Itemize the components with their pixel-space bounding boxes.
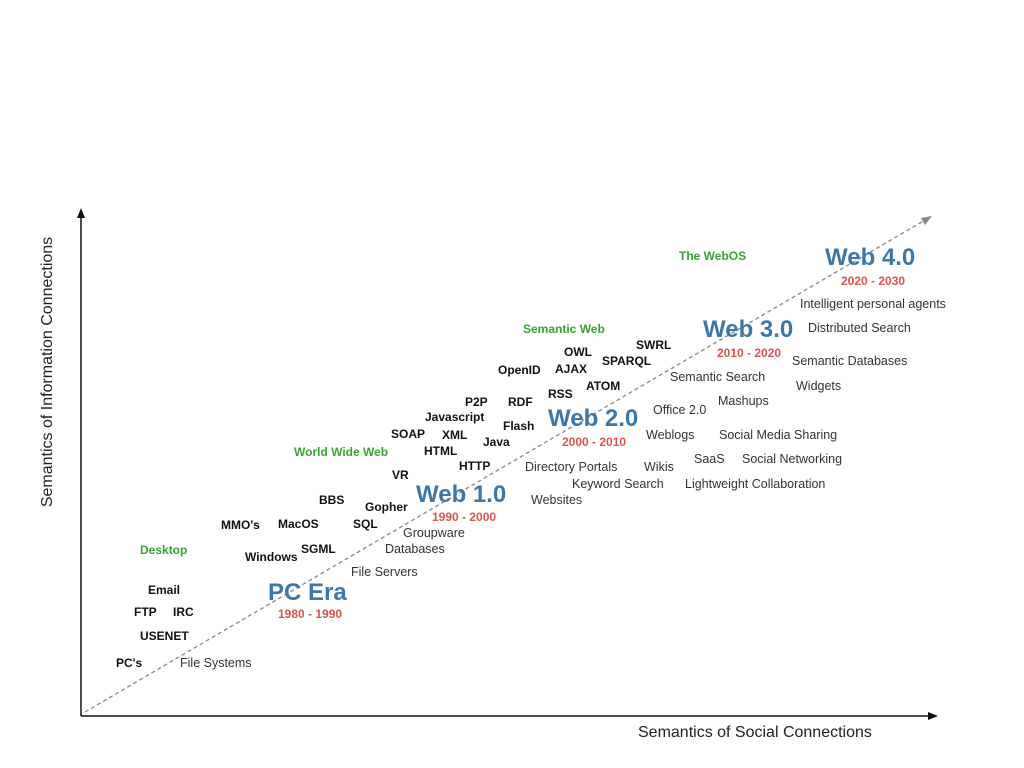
tech-owl: OWL: [564, 345, 592, 359]
tech-gopher: Gopher: [365, 500, 408, 514]
app-directory-portals: Directory Portals: [525, 460, 618, 474]
era-title-web2: Web 2.0: [548, 405, 639, 432]
tech-pcs: PC's: [116, 656, 143, 670]
tech-swrl: SWRL: [636, 338, 672, 352]
tech-sparql: SPARQL: [602, 354, 652, 368]
tech-openid: OpenID: [498, 363, 541, 377]
app-databases: Databases: [385, 542, 445, 556]
app-distributed-search: Distributed Search: [808, 321, 911, 335]
category-the-webos: The WebOS: [679, 249, 747, 263]
era-years-web3: 2010 - 2020: [717, 346, 782, 360]
app-groupware: Groupware: [403, 526, 465, 540]
tech-ajax: AJAX: [555, 362, 588, 376]
tech-javascript: Javascript: [425, 410, 485, 424]
tech-html: HTML: [424, 444, 458, 458]
trend-line: [84, 219, 926, 713]
tech-soap: SOAP: [391, 427, 426, 441]
app-websites: Websites: [531, 493, 583, 507]
app-semantic-search: Semantic Search: [670, 370, 766, 384]
app-file-servers: File Servers: [351, 565, 418, 579]
y-axis-arrowhead: [77, 208, 85, 218]
tech-vr: VR: [392, 468, 409, 482]
tech-windows: Windows: [245, 550, 298, 564]
category-world-wide-web: World Wide Web: [294, 445, 389, 459]
tech-rss: RSS: [548, 387, 573, 401]
app-semantic-databases: Semantic Databases: [792, 354, 908, 368]
tech-rdf: RDF: [508, 395, 533, 409]
tech-sql: SQL: [353, 517, 378, 531]
tech-java: Java: [483, 435, 510, 449]
tech-atom: ATOM: [586, 379, 621, 393]
era-years-web4: 2020 - 2030: [841, 274, 906, 288]
tech-usenet: USENET: [140, 629, 189, 643]
tech-irc: IRC: [173, 605, 194, 619]
x-axis-label: Semantics of Social Connections: [638, 724, 872, 741]
x-axis-arrowhead: [928, 712, 938, 720]
tech-email: Email: [148, 583, 181, 597]
app-file-systems: File Systems: [180, 656, 252, 670]
category-desktop: Desktop: [140, 543, 188, 557]
tech-flash: Flash: [503, 419, 535, 433]
era-years-web1: 1990 - 2000: [432, 510, 497, 524]
tech-sgml: SGML: [301, 542, 336, 556]
app-weblogs: Weblogs: [646, 428, 695, 442]
tech-ftp: FTP: [134, 605, 157, 619]
era-title-web3: Web 3.0: [703, 316, 794, 343]
era-title-web1: Web 1.0: [416, 481, 507, 508]
tech-p2p: P2P: [465, 395, 488, 409]
tech-mmos: MMO's: [221, 518, 260, 532]
era-years-web2: 2000 - 2010: [562, 435, 627, 449]
era-title-web4: Web 4.0: [825, 244, 916, 271]
app-keyword-search: Keyword Search: [572, 477, 664, 491]
era-years-pc: 1980 - 1990: [278, 607, 343, 621]
app-widgets: Widgets: [796, 379, 842, 393]
app-mashups: Mashups: [718, 394, 769, 408]
tech-xml: XML: [442, 428, 468, 442]
app-social-media-sharing: Social Media Sharing: [719, 428, 838, 442]
trend-line-arrowhead: [921, 216, 932, 225]
app-intelligent-personal-agents: Intelligent personal agents: [800, 297, 946, 311]
category-semantic-web: Semantic Web: [523, 322, 605, 336]
app-saas: SaaS: [694, 452, 725, 466]
app-wikis: Wikis: [644, 460, 674, 474]
tech-bbs: BBS: [319, 493, 345, 507]
tech-http: HTTP: [459, 459, 491, 473]
era-title-pc: PC Era: [268, 579, 347, 606]
y-axis-label: Semantics of Information Connections: [39, 236, 56, 508]
app-office-2: Office 2.0: [653, 403, 707, 417]
app-social-networking: Social Networking: [742, 452, 843, 466]
app-lightweight-collaboration: Lightweight Collaboration: [685, 477, 826, 491]
tech-macos: MacOS: [278, 517, 319, 531]
